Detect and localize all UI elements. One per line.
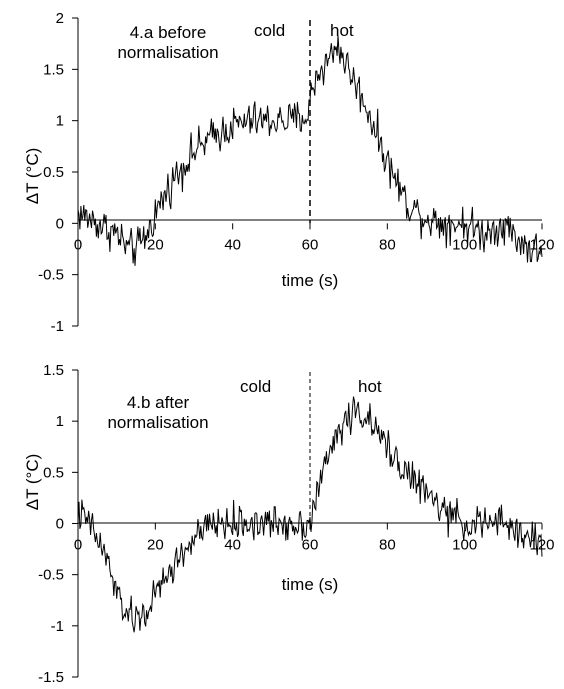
panel-b-x-label: time (s): [282, 575, 339, 594]
panel-b-series-line: [77, 396, 543, 633]
x-tick-label: 20: [147, 537, 164, 554]
panel-b-y-label: ΔT (°C): [23, 454, 42, 511]
y-tick-label: 0.5: [43, 464, 64, 481]
x-tick-label: 100: [452, 537, 477, 554]
y-tick-label: -1: [51, 318, 64, 335]
x-tick-label: 40: [224, 537, 241, 554]
x-tick-label: 60: [302, 537, 319, 554]
x-tick-label: 40: [224, 236, 241, 253]
panel-a-x-label: time (s): [282, 271, 339, 290]
y-tick-label: 0: [56, 215, 64, 232]
y-tick-label: 1: [56, 113, 64, 130]
y-tick-label: 1.5: [43, 61, 64, 78]
x-tick-label: 100: [452, 236, 477, 253]
panel-b-cold-label: cold: [240, 377, 271, 396]
y-tick-label: 0.5: [43, 164, 64, 181]
y-tick-label: -0.5: [38, 567, 64, 584]
panel-b-x-ticks: 0 20 40 60 80 100 120: [74, 523, 555, 554]
panel-a-title: 4.a before normalisation: [117, 23, 218, 62]
y-tick-label: 1: [56, 413, 64, 430]
x-tick-label: 0: [74, 236, 82, 253]
x-tick-label: 80: [379, 236, 396, 253]
panel-a-y-ticks: -1 -0.5 0 0.5 1 1.5 2: [38, 10, 78, 335]
panel-a-hot-label: hot: [330, 21, 354, 40]
x-tick-label: 60: [302, 236, 319, 253]
y-tick-label: -0.5: [38, 267, 64, 284]
x-tick-label: 20: [147, 236, 164, 253]
panel-b-hot-label: hot: [358, 377, 382, 396]
panel-b-y-ticks: -1.5 -1 -0.5 0 0.5 1 1.5: [38, 362, 78, 686]
x-tick-label: 80: [379, 537, 396, 554]
x-tick-label: 0: [74, 537, 82, 554]
y-tick-label: -1: [51, 618, 64, 635]
x-tick-label: 120: [529, 236, 554, 253]
panel-b-series: [77, 396, 543, 633]
panel-a-cold-label: cold: [254, 21, 285, 40]
panel-b-after-normalisation: -1.5-1-0.500.511.5 0 20 40 60 80 100 120 cold …: [23, 362, 555, 686]
y-tick-label: 0: [56, 516, 64, 533]
panel-a-y-label: ΔT (°C): [23, 148, 42, 205]
panel-a-x-ticks: 0 20 40 60 80 100 120: [74, 223, 555, 253]
y-tick-label: 1.5: [43, 362, 64, 379]
panel-b-title: 4.b after normalisation: [107, 393, 208, 432]
y-tick-label: 2: [56, 10, 64, 27]
y-tick-label: -1.5: [38, 669, 64, 686]
panel-a-before-normalisation: -1 -0.5 0 0.5 1 1.5 2 0 20 40 60 80 100 120 cold hot…: [23, 10, 555, 335]
